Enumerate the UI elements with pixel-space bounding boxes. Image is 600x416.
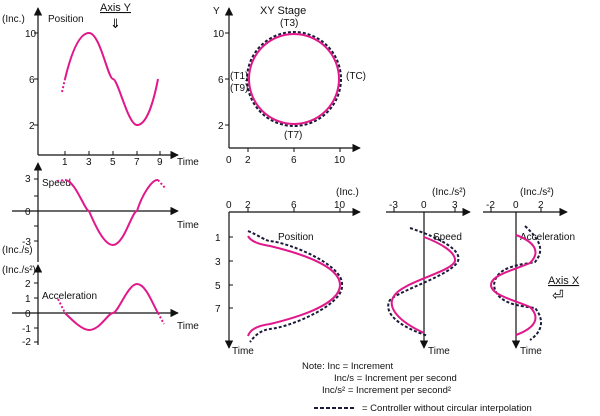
- y-speed-title: Speed: [42, 178, 71, 189]
- x-position-time-label: Time: [232, 346, 254, 357]
- y-pos-time-label: Time: [177, 157, 199, 168]
- x-position-curve: [247, 235, 342, 337]
- svg-text:0: 0: [421, 200, 427, 211]
- notes: Note: Inc = Increment Inc/s = Increment …: [302, 361, 532, 414]
- svg-text:1: 1: [215, 233, 221, 244]
- y-acc-curve-end: [157, 312, 165, 325]
- xy-ideal-circle: [248, 33, 340, 125]
- svg-text:7: 7: [215, 304, 221, 315]
- legend-text: = Controller without circular interpolat…: [362, 403, 532, 414]
- x-position-dashed: [247, 230, 344, 343]
- y-speed-panel: Speed (Inc./s) 3 0 -3 Time: [2, 162, 199, 262]
- svg-text:3: 3: [215, 257, 221, 268]
- note-line-3: Inc/s² = Increment per second²: [322, 385, 451, 396]
- svg-text:0: 0: [25, 309, 31, 320]
- axis-x-title: Axis X: [548, 275, 580, 287]
- x-acc-unit: (Inc./s²): [520, 187, 554, 198]
- x-speed-title: Speed: [433, 232, 462, 243]
- xy-label-t3: (T3): [280, 18, 298, 29]
- note-line-1: Note: Inc = Increment: [302, 361, 393, 372]
- y-pos-tick-6: 6: [29, 75, 35, 86]
- svg-text:3: 3: [452, 200, 458, 211]
- svg-text:-3: -3: [22, 237, 31, 248]
- x-position-unit: (Inc.): [336, 187, 359, 198]
- xy-stage-title: XY Stage: [260, 5, 306, 17]
- xy-stage-panel: Y XY Stage 10 6 2 0 2 6 10 (T3) (T1) (T9…: [213, 5, 366, 166]
- y-speed-curve: [64, 179, 159, 247]
- svg-text:0: 0: [226, 200, 232, 211]
- y-acc-curve-start: [57, 298, 66, 314]
- svg-text:5: 5: [110, 157, 116, 168]
- double-down-arrow-icon: ⇓: [110, 17, 121, 32]
- x-position-panel: (Inc.) 0 2 6 10 1 3 5 7 Position Time: [215, 187, 361, 357]
- xy-label-tc: (TC): [346, 71, 366, 82]
- svg-text:-2: -2: [22, 337, 31, 348]
- y-position-curve-start: [61, 78, 66, 93]
- xy-y-label: Y: [213, 6, 220, 17]
- svg-text:2: 2: [538, 200, 544, 211]
- svg-text:9: 9: [157, 157, 163, 168]
- y-pos-tick-10: 10: [25, 29, 37, 40]
- y-speed-curve-end: [157, 179, 167, 190]
- svg-text:1: 1: [25, 294, 31, 305]
- y-speed-unit: (Inc./s): [2, 245, 33, 256]
- x-position-title: Position: [278, 232, 314, 243]
- svg-text:0: 0: [513, 200, 519, 211]
- svg-text:0: 0: [25, 207, 31, 218]
- xy-label-t7: (T7): [284, 130, 302, 141]
- svg-text:5: 5: [215, 281, 221, 292]
- svg-text:10: 10: [334, 200, 346, 211]
- y-speed-time-label: Time: [177, 220, 199, 231]
- y-position-curve: [64, 31, 159, 127]
- x-speed-unit: (Inc./s²): [432, 187, 466, 198]
- x-speed-panel: (Inc./s²) -3 0 3 Speed Time: [386, 187, 471, 357]
- svg-text:1: 1: [62, 157, 68, 168]
- svg-text:2: 2: [245, 200, 251, 211]
- return-arrow-icon: ⏎: [552, 288, 564, 304]
- y-acc-panel: (Inc./s²) Acceleration 2 1 0 -1 -2 Time: [2, 264, 199, 348]
- svg-text:-3: -3: [389, 200, 398, 211]
- y-pos-time-ticks: 1 3 5 7 9: [62, 151, 163, 168]
- svg-text:-2: -2: [486, 200, 495, 211]
- y-pos-tick-2: 2: [29, 121, 35, 132]
- x-acc-time-label: Time: [520, 346, 542, 357]
- svg-text:-1: -1: [22, 324, 31, 335]
- svg-text:2: 2: [218, 121, 224, 132]
- y-acc-time-label: Time: [177, 321, 199, 332]
- y-acc-unit: (Inc./s²): [2, 265, 36, 276]
- svg-text:6: 6: [218, 75, 224, 86]
- svg-text:7: 7: [134, 157, 140, 168]
- x-acc-panel: (Inc./s²) -2 0 2 Acceleration Time Axis …: [483, 187, 580, 357]
- x-acc-title: Acceleration: [520, 232, 575, 243]
- y-acc-curve: [64, 282, 159, 332]
- svg-text:2: 2: [25, 279, 31, 290]
- svg-text:3: 3: [25, 174, 31, 185]
- y-position-panel: (Inc.) Position Axis Y ⇓ 10 6 2 1 3 5 7 …: [2, 2, 199, 168]
- svg-text:10: 10: [334, 155, 346, 166]
- svg-text:2: 2: [245, 155, 251, 166]
- svg-text:6: 6: [291, 200, 297, 211]
- svg-text:10: 10: [213, 29, 225, 40]
- y-position-title: Position: [48, 14, 84, 25]
- axis-y-title: Axis Y: [100, 2, 132, 14]
- note-line-2: Inc/s = Increment per second: [334, 373, 457, 384]
- xy-dashed-circle: [246, 31, 342, 127]
- x-speed-curve: [390, 236, 456, 334]
- svg-text:3: 3: [86, 157, 92, 168]
- x-speed-time-label: Time: [428, 346, 450, 357]
- y-position-unit: (Inc.): [2, 14, 25, 25]
- x-acc-curve: [489, 234, 537, 336]
- xy-label-t9: (T9): [230, 83, 248, 94]
- svg-text:0: 0: [226, 155, 232, 166]
- y-speed-curve-start: [56, 179, 66, 182]
- x-speed-dashed: [387, 227, 460, 337]
- svg-text:6: 6: [291, 155, 297, 166]
- y-acc-title: Acceleration: [42, 291, 97, 302]
- x-acc-dashed: [492, 225, 542, 341]
- xy-label-t1: (T1): [230, 71, 248, 82]
